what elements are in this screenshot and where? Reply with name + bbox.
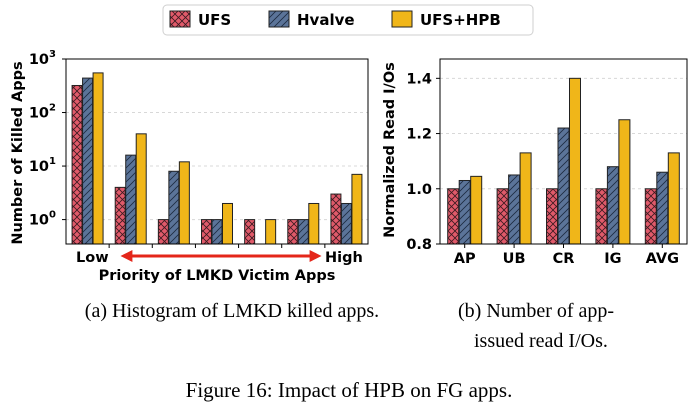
chart-b-bar — [519, 152, 532, 245]
chart-a-x-label: Priority of LMKD Victim Apps — [99, 268, 336, 284]
chart-a-bar-hatch — [158, 219, 169, 244]
chart-b-bar-hatch — [656, 172, 668, 244]
chart-a-y-tick-label: 103 — [29, 49, 56, 68]
chart-a-bar-hatch — [168, 171, 179, 244]
chart-b: 0.8 1.0 1.2 1.4 AP UB CR IG AVG Normalized Read… — [382, 58, 688, 352]
chart-a-subcaption: (a) Histogram of LMKD killed apps. — [85, 300, 379, 322]
chart-b-subcaption-line1: (b) Number of app- — [458, 300, 614, 322]
chart-a-y-label: Number of Killed Apps — [10, 61, 26, 244]
chart-b-y-label: Normalized Read I/Os — [382, 62, 398, 238]
chart-b-bar — [618, 119, 631, 245]
chart-a-bar-hatch — [212, 219, 222, 244]
chart-b-bar-hatch — [508, 174, 520, 244]
chart-b-bar-hatch — [497, 188, 509, 244]
legend-label-hvalve: Hvalve — [297, 11, 355, 29]
chart-a-bar-hatch — [115, 187, 126, 244]
chart-b-y-tick-label: 1.4 — [406, 71, 432, 87]
chart-b-bar — [470, 175, 483, 245]
legend-swatch-ufs-hpb — [391, 10, 413, 28]
chart-a-bar-hatch — [298, 219, 309, 244]
chart-b-y-tick-label: 0.8 — [406, 237, 432, 253]
legend-swatch-ufs-hatch — [169, 10, 191, 28]
chart-a: 100 101 102 103 Number of Killed Apps Low H… — [10, 49, 379, 322]
chart-b-subcaption-line2: issued read I/Os. — [474, 330, 608, 352]
chart-b-x-ticks: AP UB CR IG AVG — [454, 244, 679, 267]
chart-a-frame — [65, 58, 369, 245]
legend-label-ufs: UFS — [198, 11, 231, 29]
chart-a-bars — [71, 72, 363, 245]
chart-b-bar-hatch — [558, 128, 569, 244]
legend-swatch-hvalve-hatch — [268, 10, 290, 28]
chart-a-bar-hatch — [330, 194, 341, 244]
chart-a-bar-hatch — [201, 219, 212, 244]
chart-b-bar-hatch — [595, 188, 607, 244]
chart-b-y-tick-label: 1.2 — [406, 127, 432, 143]
legend-label-ufs-hpb: UFS+HPB — [420, 11, 501, 29]
chart-b-bars — [447, 77, 680, 245]
chart-a-y-tick-label: 102 — [29, 103, 56, 122]
chart-a-bar — [351, 173, 363, 245]
chart-a-bar-hatch — [125, 155, 136, 244]
chart-b-bar — [569, 77, 581, 245]
chart-b-y-ticks: 0.8 1.0 1.2 1.4 — [406, 71, 440, 253]
chart-a-bar — [308, 202, 320, 245]
chart-a-bar — [135, 133, 147, 245]
chart-a-y-ticks: 100 101 102 103 — [29, 49, 326, 248]
chart-a-gridlines — [66, 58, 368, 221]
chart-b-bar — [667, 152, 680, 245]
chart-a-bar-hatch — [287, 219, 298, 244]
chart-b-y-tick-label: 1.0 — [406, 182, 432, 198]
chart-a-bar-hatch — [72, 85, 83, 244]
chart-a-bar — [178, 161, 190, 245]
chart-a-bar-hatch — [82, 78, 93, 244]
chart-b-x-tick-label: CR — [553, 251, 575, 267]
legend: UFS Hvalve UFS+HPB — [162, 4, 534, 36]
chart-b-bar-hatch — [546, 188, 558, 244]
chart-a-bar-hatch — [244, 219, 255, 244]
chart-b-x-tick-label: IG — [604, 251, 621, 267]
chart-b-bar-hatch — [607, 166, 619, 244]
chart-b-bar-hatch — [459, 180, 471, 244]
chart-b-bar-hatch — [645, 188, 657, 244]
chart-a-bar — [265, 219, 277, 245]
chart-b-bar-hatch — [447, 188, 459, 244]
chart-a-y-tick-label: 100 — [29, 210, 56, 229]
figure-caption: Figure 16: Impact of HPB on FG apps. — [186, 378, 513, 402]
chart-b-x-tick-label: AVG — [646, 251, 679, 267]
chart-a-x-high: High — [325, 250, 363, 266]
chart-a-bar-hatch — [341, 203, 352, 244]
chart-b-x-tick-label: UB — [503, 251, 526, 267]
legend-frame — [162, 4, 534, 36]
chart-a-bar — [92, 72, 104, 245]
chart-a-x-low: Low — [76, 250, 109, 266]
chart-b-x-tick-label: AP — [454, 251, 476, 267]
chart-a-bar — [222, 202, 233, 245]
chart-a-y-tick-label: 101 — [29, 156, 56, 175]
